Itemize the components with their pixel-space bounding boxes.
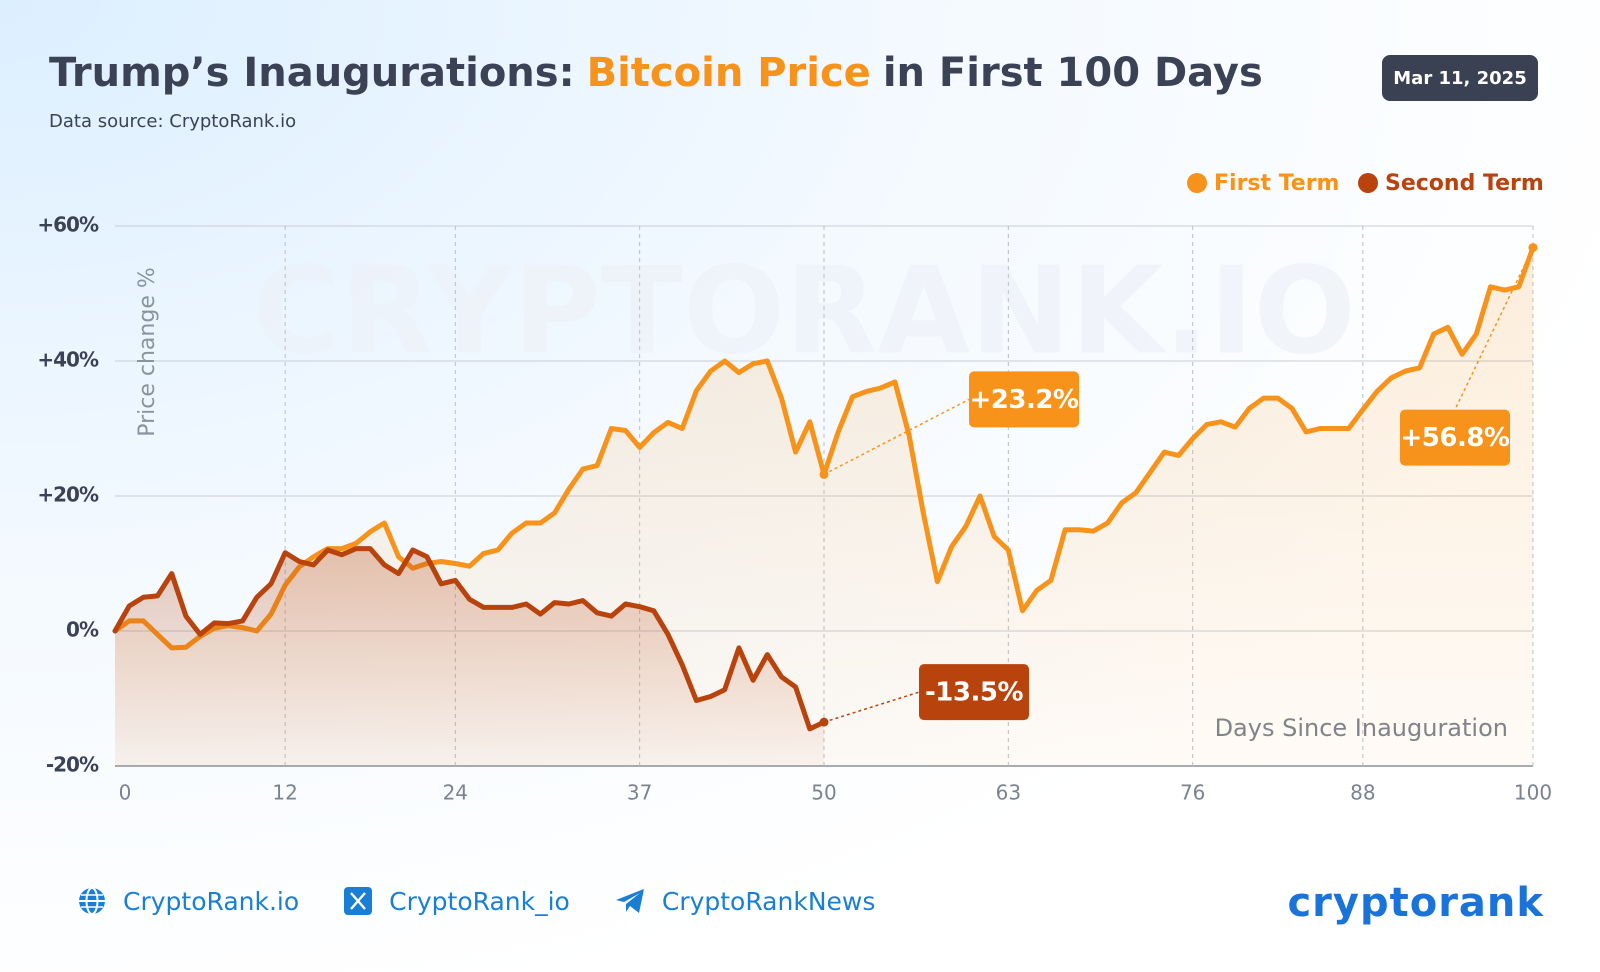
subtitle: Data source: CryptoRank.io xyxy=(49,111,297,132)
logo: cryptorank xyxy=(1287,880,1544,926)
annotation-point xyxy=(819,469,829,479)
legend-label: First Term xyxy=(1214,171,1339,196)
legend-swatch xyxy=(1187,173,1207,193)
y-tick-label: +60% xyxy=(37,213,99,237)
annotation-box xyxy=(1400,409,1510,466)
y-axis-label: Price change % xyxy=(135,267,160,437)
y-tick-label: 0% xyxy=(66,618,99,642)
series-area xyxy=(115,548,824,766)
telegram-icon xyxy=(615,889,644,913)
y-tick-label: +40% xyxy=(37,348,99,372)
title-part: in First 100 Days xyxy=(882,50,1263,96)
x-tick-label: 88 xyxy=(1350,781,1375,805)
annotation-label: +23.2% xyxy=(970,385,1079,415)
x-tick-label: 100 xyxy=(1514,781,1552,805)
title: Trump’s Inaugurations: Bitcoin Price in Fi… xyxy=(49,50,1263,96)
y-tick-label: +20% xyxy=(37,483,99,507)
annotation-box xyxy=(969,371,1079,428)
link-text: CryptoRank.io xyxy=(123,886,300,916)
y-tick-label: -20% xyxy=(46,753,99,777)
title-part: Trump’s Inaugurations: xyxy=(49,50,575,96)
x-tick-label: 63 xyxy=(996,781,1021,805)
footer: CryptoRank.io CryptoRank_io CryptoRankNe… xyxy=(77,886,919,916)
date-badge: Mar 11, 2025 xyxy=(1382,55,1538,101)
globe-icon xyxy=(79,887,105,915)
series-line xyxy=(112,546,827,732)
website-link[interactable]: CryptoRank.io xyxy=(77,886,299,916)
annotation-box xyxy=(919,664,1029,721)
telegram-link[interactable]: CryptoRankNews xyxy=(614,886,876,916)
annotation-label: +56.8% xyxy=(1401,423,1510,453)
legend-label: Second Term xyxy=(1385,171,1544,196)
watermark: CRYPTORANK.IO xyxy=(252,243,1356,382)
legend-swatch xyxy=(1358,173,1378,193)
annotation-label: -13.5% xyxy=(925,678,1023,708)
x-tick-label: 37 xyxy=(627,781,652,805)
annotation-point xyxy=(819,717,829,727)
annotation-point xyxy=(1528,243,1538,253)
x-link[interactable]: CryptoRank_io xyxy=(343,886,570,916)
x-tick-label: 0 xyxy=(119,781,132,805)
x-tick-label: 50 xyxy=(811,781,836,805)
link-text: CryptoRankNews xyxy=(661,886,876,916)
annotation-leader xyxy=(823,691,920,723)
x-tick-label: 76 xyxy=(1180,781,1205,805)
link-text: CryptoRank_io xyxy=(389,886,570,916)
x-tick-label: 24 xyxy=(443,781,468,805)
x-icon xyxy=(344,887,373,915)
x-tick-label: 12 xyxy=(272,781,297,805)
title-highlight: Bitcoin Price xyxy=(586,50,871,96)
